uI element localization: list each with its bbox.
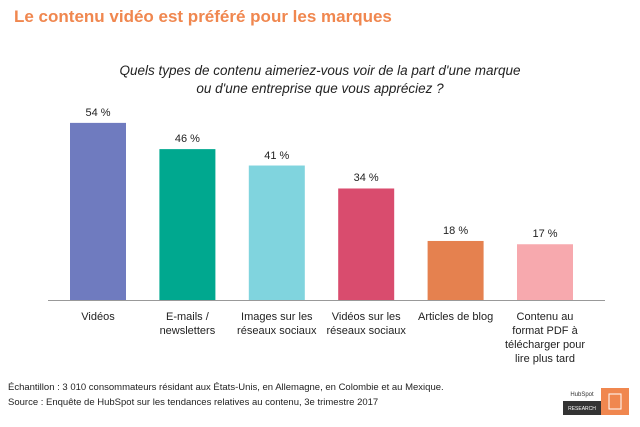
x-tick-label: Vidéos sur les réseaux sociaux — [326, 311, 406, 337]
chart-subtitle: Quels types de contenu aimeriez-vous voi… — [119, 63, 521, 96]
logo-doc — [608, 393, 622, 410]
bar — [427, 240, 484, 300]
chart-title: Le contenu vidéo est préféré pour les ma… — [14, 7, 392, 26]
bar — [159, 149, 216, 300]
value-label: 54 % — [85, 106, 111, 119]
logo-text: HubSpot — [570, 392, 594, 398]
value-label: 41 % — [264, 149, 290, 162]
logo-icon — [601, 388, 629, 415]
note: Source : Enquête de HubSpot sur les tend… — [8, 397, 379, 408]
x-tick-label: Images sur les réseaux sociaux — [237, 311, 317, 337]
value-label: 46 % — [174, 133, 200, 146]
logo-top — [563, 388, 601, 401]
value-label: 34 % — [353, 172, 379, 185]
logo-text: RESEARCH — [568, 406, 596, 412]
bar — [517, 244, 573, 300]
x-tick-label: Vidéos — [81, 311, 115, 323]
value-label: 17 % — [532, 228, 558, 241]
bar — [248, 165, 305, 300]
note: Échantillon : 3 010 consommateurs résida… — [8, 382, 444, 393]
logo-bottom — [563, 401, 601, 415]
bar — [338, 188, 395, 300]
x-tick-label: Contenu au format PDF à télécharger pour… — [504, 311, 586, 365]
x-tick-label: E-mails / newsletters — [159, 311, 216, 337]
bar — [70, 122, 126, 300]
value-label: 18 % — [443, 224, 469, 237]
x-tick-label: Articles de blog — [417, 311, 494, 323]
